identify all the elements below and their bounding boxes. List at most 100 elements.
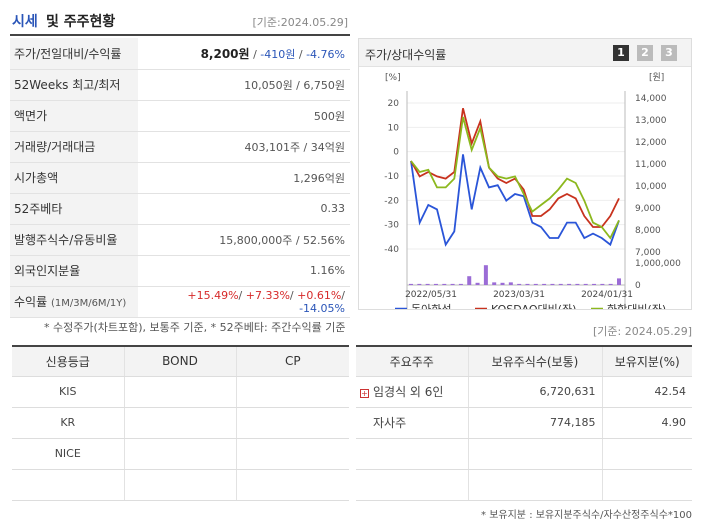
shares-cell: 6,720,631 [467, 376, 602, 408]
footnote-holdings: * 보유지분 : 보유지분주식수/자수산정주식수*100 [481, 510, 692, 521]
info-value: 1,296억원 [138, 162, 350, 194]
chart-tab-2[interactable]: 2 [637, 45, 653, 61]
pct-cell [601, 438, 692, 470]
cp-cell [235, 407, 349, 439]
major-shareholders-table: 주요주주 보유주식수(보통) 보유지분(%) + 임경식 외 6인 6,720,6… [356, 345, 692, 501]
column-header: 보유지분(%) [601, 345, 692, 377]
volume-bar [525, 283, 530, 285]
cp-cell [235, 438, 349, 470]
volume-bar [442, 283, 447, 285]
info-row-returns: 수익률 (1M/3M/6M/1Y) +15.49%/ +7.33%/ +0.61… [10, 286, 350, 318]
table-row [356, 469, 692, 501]
volume-bar [533, 283, 538, 285]
volume-bar [500, 282, 505, 285]
credit-rating-table: 신용등급 BOND CP KIS KR NICE [12, 345, 349, 501]
price-value: 8,200원 [200, 46, 250, 61]
holder-name: 임경식 외 6인 [373, 385, 444, 399]
volume-bar [417, 283, 422, 285]
left-tick-label: 10 [388, 123, 400, 133]
chart-header: 주가/상대수익률 1 2 3 [359, 39, 691, 67]
info-value: 15,800,000주 / 52.56% [138, 224, 350, 256]
volume-bar [583, 283, 588, 285]
returns-label: 수익률 [14, 295, 48, 309]
info-row: 거래량/거래대금 403,101주 / 34억원 [10, 131, 350, 163]
left-tick-label: -10 [384, 172, 399, 182]
agency-cell: KIS [12, 376, 124, 408]
volume-bar [483, 265, 488, 285]
volume-bar [592, 283, 597, 285]
info-row: 발행주식수/유동비율 15,800,000주 / 52.56% [10, 224, 350, 256]
info-label: 액면가 [10, 100, 138, 132]
holder-name-cell [356, 469, 468, 501]
info-label: 주가/전일대비/수익률 [10, 38, 138, 70]
chart-panel: 주가/상대수익률 1 2 3 [%] [원] 20 10 0 -10 -20 -30 -40 14… [358, 38, 692, 310]
table-row [356, 438, 692, 470]
x-tick-label: 2022/05/31 [405, 290, 457, 300]
pct-cell: 4.90 [601, 407, 692, 439]
right-tick-label: 14,000 [635, 94, 667, 104]
info-value: 403,101주 / 34억원 [138, 131, 350, 163]
right-tick-label: 9,000 [635, 204, 661, 214]
left-axis-unit: [%] [385, 73, 401, 83]
volume-bar [508, 282, 513, 285]
pct-cell: 42.54 [601, 376, 692, 408]
info-label: 52주베타 [10, 193, 138, 225]
volume-tick-label: 0 [635, 281, 641, 291]
volume-tick-label: 1,000,000 [635, 259, 681, 269]
info-value: 0.33 [138, 193, 350, 225]
bond-cell [123, 407, 236, 439]
series-line-2 [410, 107, 620, 228]
left-tick-label: 0 [393, 148, 399, 158]
info-value: 1.16% [138, 255, 350, 287]
expand-icon[interactable]: + [360, 388, 369, 398]
volume-bar [600, 283, 605, 285]
x-tick-label: 2023/03/31 [493, 290, 545, 300]
shares-cell: 774,185 [467, 407, 602, 439]
agency-cell: NICE [12, 438, 124, 470]
volume-bar [542, 283, 547, 285]
column-header: CP [235, 345, 349, 377]
cp-cell [235, 469, 349, 501]
volume-bar [450, 283, 455, 285]
left-tick-label: -20 [384, 196, 399, 206]
agency-cell [12, 469, 124, 501]
cp-cell [235, 376, 349, 408]
info-row: 52Weeks 최고/최저 10,050원 / 6,750원 [10, 69, 350, 101]
return-3m: +7.33% [245, 288, 290, 302]
info-value: 10,050원 / 6,750원 [138, 69, 350, 101]
chart-tab-1[interactable]: 1 [613, 45, 629, 61]
series-line-1 [410, 154, 620, 247]
chart-title: 주가/상대수익률 [365, 48, 447, 62]
volume-bar [617, 278, 621, 285]
volume-bar [558, 283, 563, 285]
table-header-row: 주요주주 보유주식수(보통) 보유지분(%) [356, 345, 692, 377]
volume-bar [409, 283, 413, 285]
column-header: 신용등급 [12, 345, 124, 377]
return-1y: -14.05% [299, 301, 345, 315]
volume-bar [517, 283, 522, 285]
separator: / [249, 47, 261, 61]
volume-bar [475, 282, 480, 285]
table-header-row: 신용등급 BOND CP [12, 345, 349, 377]
info-row-price: 주가/전일대비/수익률 8,200원 / -410원 / -4.76% [10, 38, 350, 70]
right-axis-unit: [원] [649, 72, 664, 83]
bond-cell [123, 469, 236, 501]
info-row: 액면가 500원 [10, 100, 350, 132]
reference-date: [기준:2024.05.29] [252, 16, 348, 29]
holder-name-cell[interactable]: + 임경식 외 6인 [356, 376, 468, 408]
column-header: 보유주식수(보통) [467, 345, 602, 377]
info-label: 시가총액 [10, 162, 138, 194]
left-tick-label: -30 [384, 221, 399, 231]
return-1m: +15.49% [187, 288, 239, 302]
info-label: 거래량/거래대금 [10, 131, 138, 163]
info-label: 발행주식수/유동비율 [10, 224, 138, 256]
column-header: 주요주주 [356, 345, 468, 377]
info-value-price: 8,200원 / -410원 / -4.76% [138, 38, 350, 70]
quote-info-table: 주가/전일대비/수익률 8,200원 / -410원 / -4.76% 52We… [10, 38, 350, 318]
table-row [12, 469, 349, 501]
holder-name-cell: 자사주 [356, 407, 468, 439]
legend-label: KOSDAQ대비(좌) [491, 303, 576, 309]
pct-cell [601, 469, 692, 501]
section-title-accent: 시세 [12, 14, 38, 30]
chart-tab-3[interactable]: 3 [661, 45, 677, 61]
